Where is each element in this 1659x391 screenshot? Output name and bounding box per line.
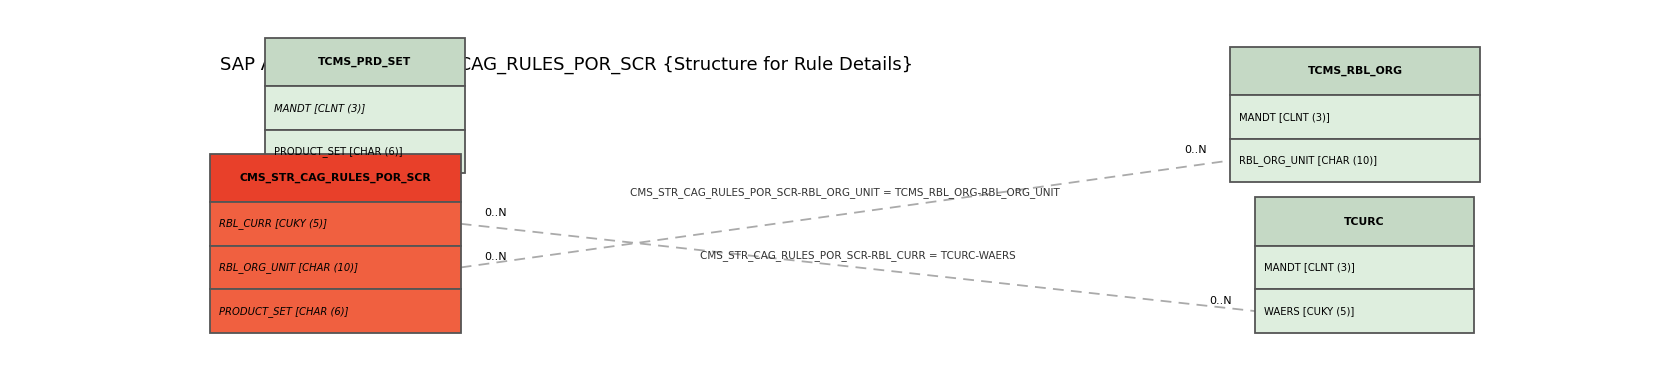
Bar xyxy=(1256,197,1473,246)
Text: TCMS_PRD_SET: TCMS_PRD_SET xyxy=(319,57,411,67)
Bar xyxy=(1229,139,1480,182)
Text: PRODUCT_SET [CHAR (6)]: PRODUCT_SET [CHAR (6)] xyxy=(219,306,348,317)
Text: MANDT [CLNT (3)]: MANDT [CLNT (3)] xyxy=(274,103,365,113)
Bar xyxy=(1256,289,1473,333)
Text: 0..N: 0..N xyxy=(1185,145,1206,155)
Text: TCMS_RBL_ORG: TCMS_RBL_ORG xyxy=(1307,66,1402,76)
Text: CMS_STR_CAG_RULES_POR_SCR-RBL_CURR = TCURC-WAERS: CMS_STR_CAG_RULES_POR_SCR-RBL_CURR = TCU… xyxy=(700,250,1015,261)
Bar xyxy=(1256,246,1473,289)
Bar xyxy=(211,202,461,246)
Bar xyxy=(211,154,461,202)
Bar xyxy=(211,246,461,289)
Text: SAP ABAP table CMS_STR_CAG_RULES_POR_SCR {Structure for Rule Details}: SAP ABAP table CMS_STR_CAG_RULES_POR_SCR… xyxy=(221,56,914,74)
Text: TCURC: TCURC xyxy=(1344,217,1385,226)
Text: MANDT [CLNT (3)]: MANDT [CLNT (3)] xyxy=(1239,112,1329,122)
Bar xyxy=(265,130,465,173)
Bar xyxy=(265,86,465,130)
Text: PRODUCT_SET [CHAR (6)]: PRODUCT_SET [CHAR (6)] xyxy=(274,146,403,157)
Bar xyxy=(1229,47,1480,95)
Text: 0..N: 0..N xyxy=(484,252,506,262)
Text: CMS_STR_CAG_RULES_POR_SCR: CMS_STR_CAG_RULES_POR_SCR xyxy=(239,173,431,183)
Text: 0..N: 0..N xyxy=(1209,296,1233,306)
Bar xyxy=(211,289,461,333)
Text: RBL_CURR [CUKY (5)]: RBL_CURR [CUKY (5)] xyxy=(219,218,327,229)
Text: MANDT [CLNT (3)]: MANDT [CLNT (3)] xyxy=(1264,262,1355,273)
Bar xyxy=(1229,95,1480,139)
Text: CMS_STR_CAG_RULES_POR_SCR-RBL_ORG_UNIT = TCMS_RBL_ORG-RBL_ORG_UNIT: CMS_STR_CAG_RULES_POR_SCR-RBL_ORG_UNIT =… xyxy=(630,188,1060,198)
Bar xyxy=(265,38,465,86)
Text: RBL_ORG_UNIT [CHAR (10)]: RBL_ORG_UNIT [CHAR (10)] xyxy=(1239,155,1377,166)
Text: WAERS [CUKY (5)]: WAERS [CUKY (5)] xyxy=(1264,306,1354,316)
Text: RBL_ORG_UNIT [CHAR (10)]: RBL_ORG_UNIT [CHAR (10)] xyxy=(219,262,358,273)
Text: 0..N: 0..N xyxy=(484,208,506,218)
